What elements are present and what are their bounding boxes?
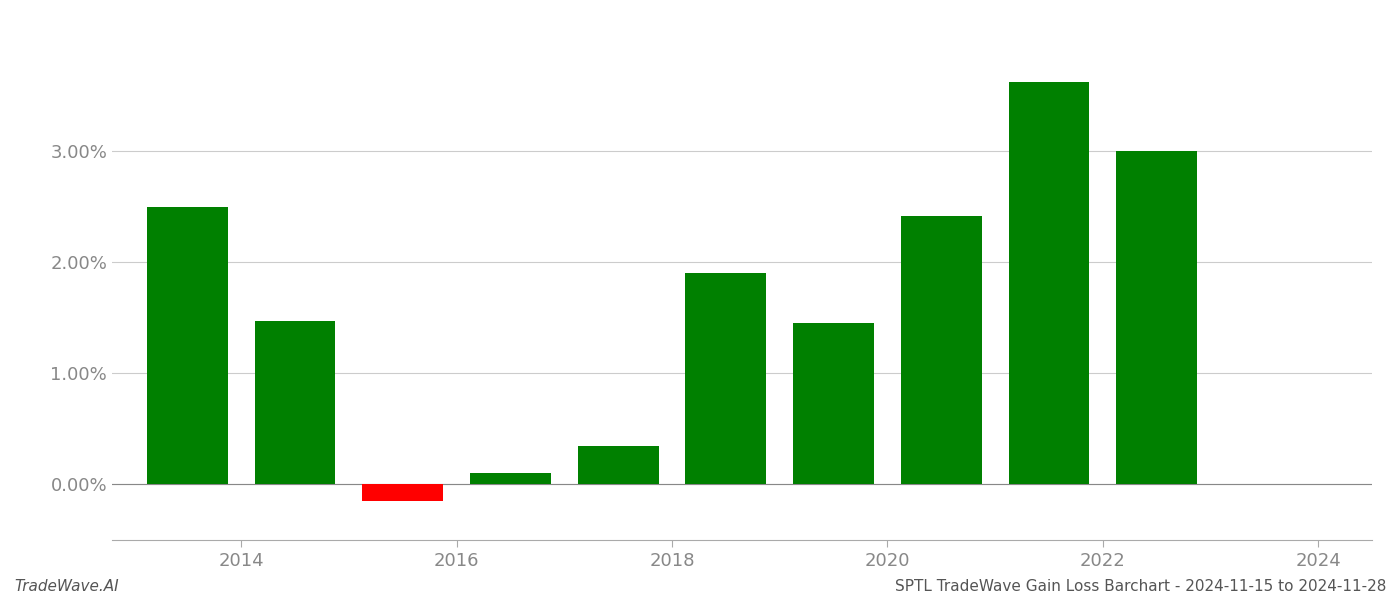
Bar bbox=[794, 323, 874, 484]
Bar bbox=[470, 473, 550, 484]
Text: SPTL TradeWave Gain Loss Barchart - 2024-11-15 to 2024-11-28: SPTL TradeWave Gain Loss Barchart - 2024… bbox=[895, 579, 1386, 594]
Bar bbox=[147, 207, 228, 484]
Bar bbox=[1008, 82, 1089, 484]
Text: TradeWave.AI: TradeWave.AI bbox=[14, 579, 119, 594]
Bar bbox=[1116, 151, 1197, 484]
Bar bbox=[363, 484, 444, 501]
Bar bbox=[900, 215, 981, 484]
Bar bbox=[578, 446, 658, 484]
Bar bbox=[686, 274, 766, 484]
Bar bbox=[255, 321, 336, 484]
